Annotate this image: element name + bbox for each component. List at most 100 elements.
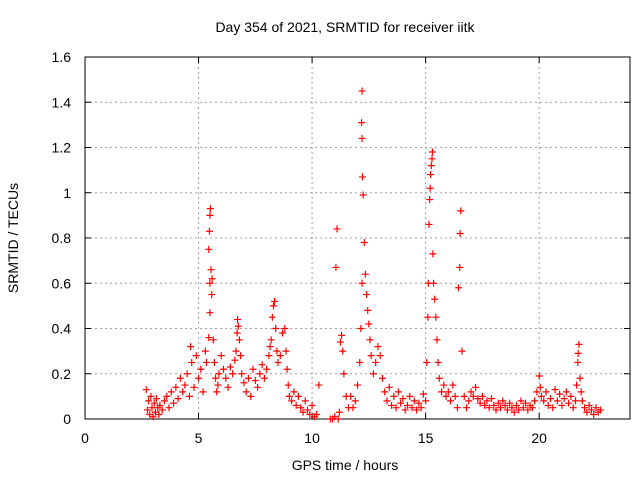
data-point [474,395,482,403]
data-point [583,408,591,416]
data-point [183,370,191,378]
data-point [385,383,393,391]
data-point [383,397,391,405]
data-point [456,263,464,271]
data-point [339,347,347,355]
data-point [574,349,582,357]
data-point [240,379,248,387]
data-point [333,225,341,233]
data-point [254,383,262,391]
data-point [265,352,273,360]
data-point [381,388,389,396]
data-point [403,401,411,409]
data-point [438,388,446,396]
grid-lines [85,57,630,419]
data-point [276,352,284,360]
y-tick-label: 0.2 [52,366,72,382]
data-point [519,404,527,412]
data-point [492,406,500,414]
data-point [432,313,440,321]
data-point [444,388,452,396]
data-point [425,220,433,228]
data-point [301,397,309,405]
data-point [174,395,182,403]
data-point [427,171,435,179]
data-point [358,279,366,287]
data-point [224,383,232,391]
data-point [217,352,225,360]
data-point [536,383,544,391]
data-point [440,381,448,389]
y-tick-label: 0.8 [52,230,72,246]
data-point [201,347,209,355]
data-point [415,399,423,407]
x-tick-label: 10 [304,430,320,446]
data-point [231,356,239,364]
data-point [205,245,213,253]
data-point [434,358,442,366]
y-tick-label: 1.4 [52,94,72,110]
data-point [483,397,491,405]
data-point [176,374,184,382]
data-point [199,388,207,396]
data-point [160,397,168,405]
data-point [413,406,421,414]
data-point [372,358,380,366]
data-point [297,404,305,412]
data-point [334,415,342,423]
data-point [485,404,493,412]
data-point [358,134,366,142]
data-point [585,401,593,409]
data-point [313,410,321,418]
data-point [147,392,155,400]
data-point [426,184,434,192]
data-point [212,374,220,382]
data-point [592,404,600,412]
data-point [283,365,291,373]
data-point [540,397,548,405]
data-point [494,399,502,407]
data-point [210,358,218,366]
data-point [358,173,366,181]
data-point [153,395,161,403]
x-tick-label: 20 [531,430,547,446]
data-point [581,404,589,412]
y-tick-labels: 0 0.2 0.4 0.6 0.8 1 1.2 1.4 1.6 [52,49,72,427]
data-point [188,358,196,366]
data-point [208,275,216,283]
data-point [269,302,277,310]
data-point [364,306,372,314]
data-point [465,397,473,405]
data-point [149,413,157,421]
data-point [285,392,293,400]
data-point [206,205,214,213]
data-point [562,388,570,396]
data-point [145,397,153,405]
data-point [282,347,290,355]
data-point [575,340,583,348]
data-point [205,227,213,235]
y-tick-label: 1 [63,185,71,201]
data-point [428,148,436,156]
data-point [531,397,539,405]
y-tick-label: 0.6 [52,275,72,291]
data-point [267,336,275,344]
x-tick-label: 15 [418,430,434,446]
data-point [565,399,573,407]
data-point [308,401,316,409]
data-point [431,295,439,303]
data-point [284,381,292,389]
data-point [292,401,300,409]
data-point [214,381,222,389]
data-point [197,365,205,373]
data-point [358,119,366,127]
data-point [460,392,468,400]
data-point [170,399,178,407]
data-point [369,370,377,378]
data-point [245,374,252,382]
data-point [238,370,246,378]
data-point [524,406,532,414]
data-point [220,365,228,373]
data-point [359,191,367,199]
